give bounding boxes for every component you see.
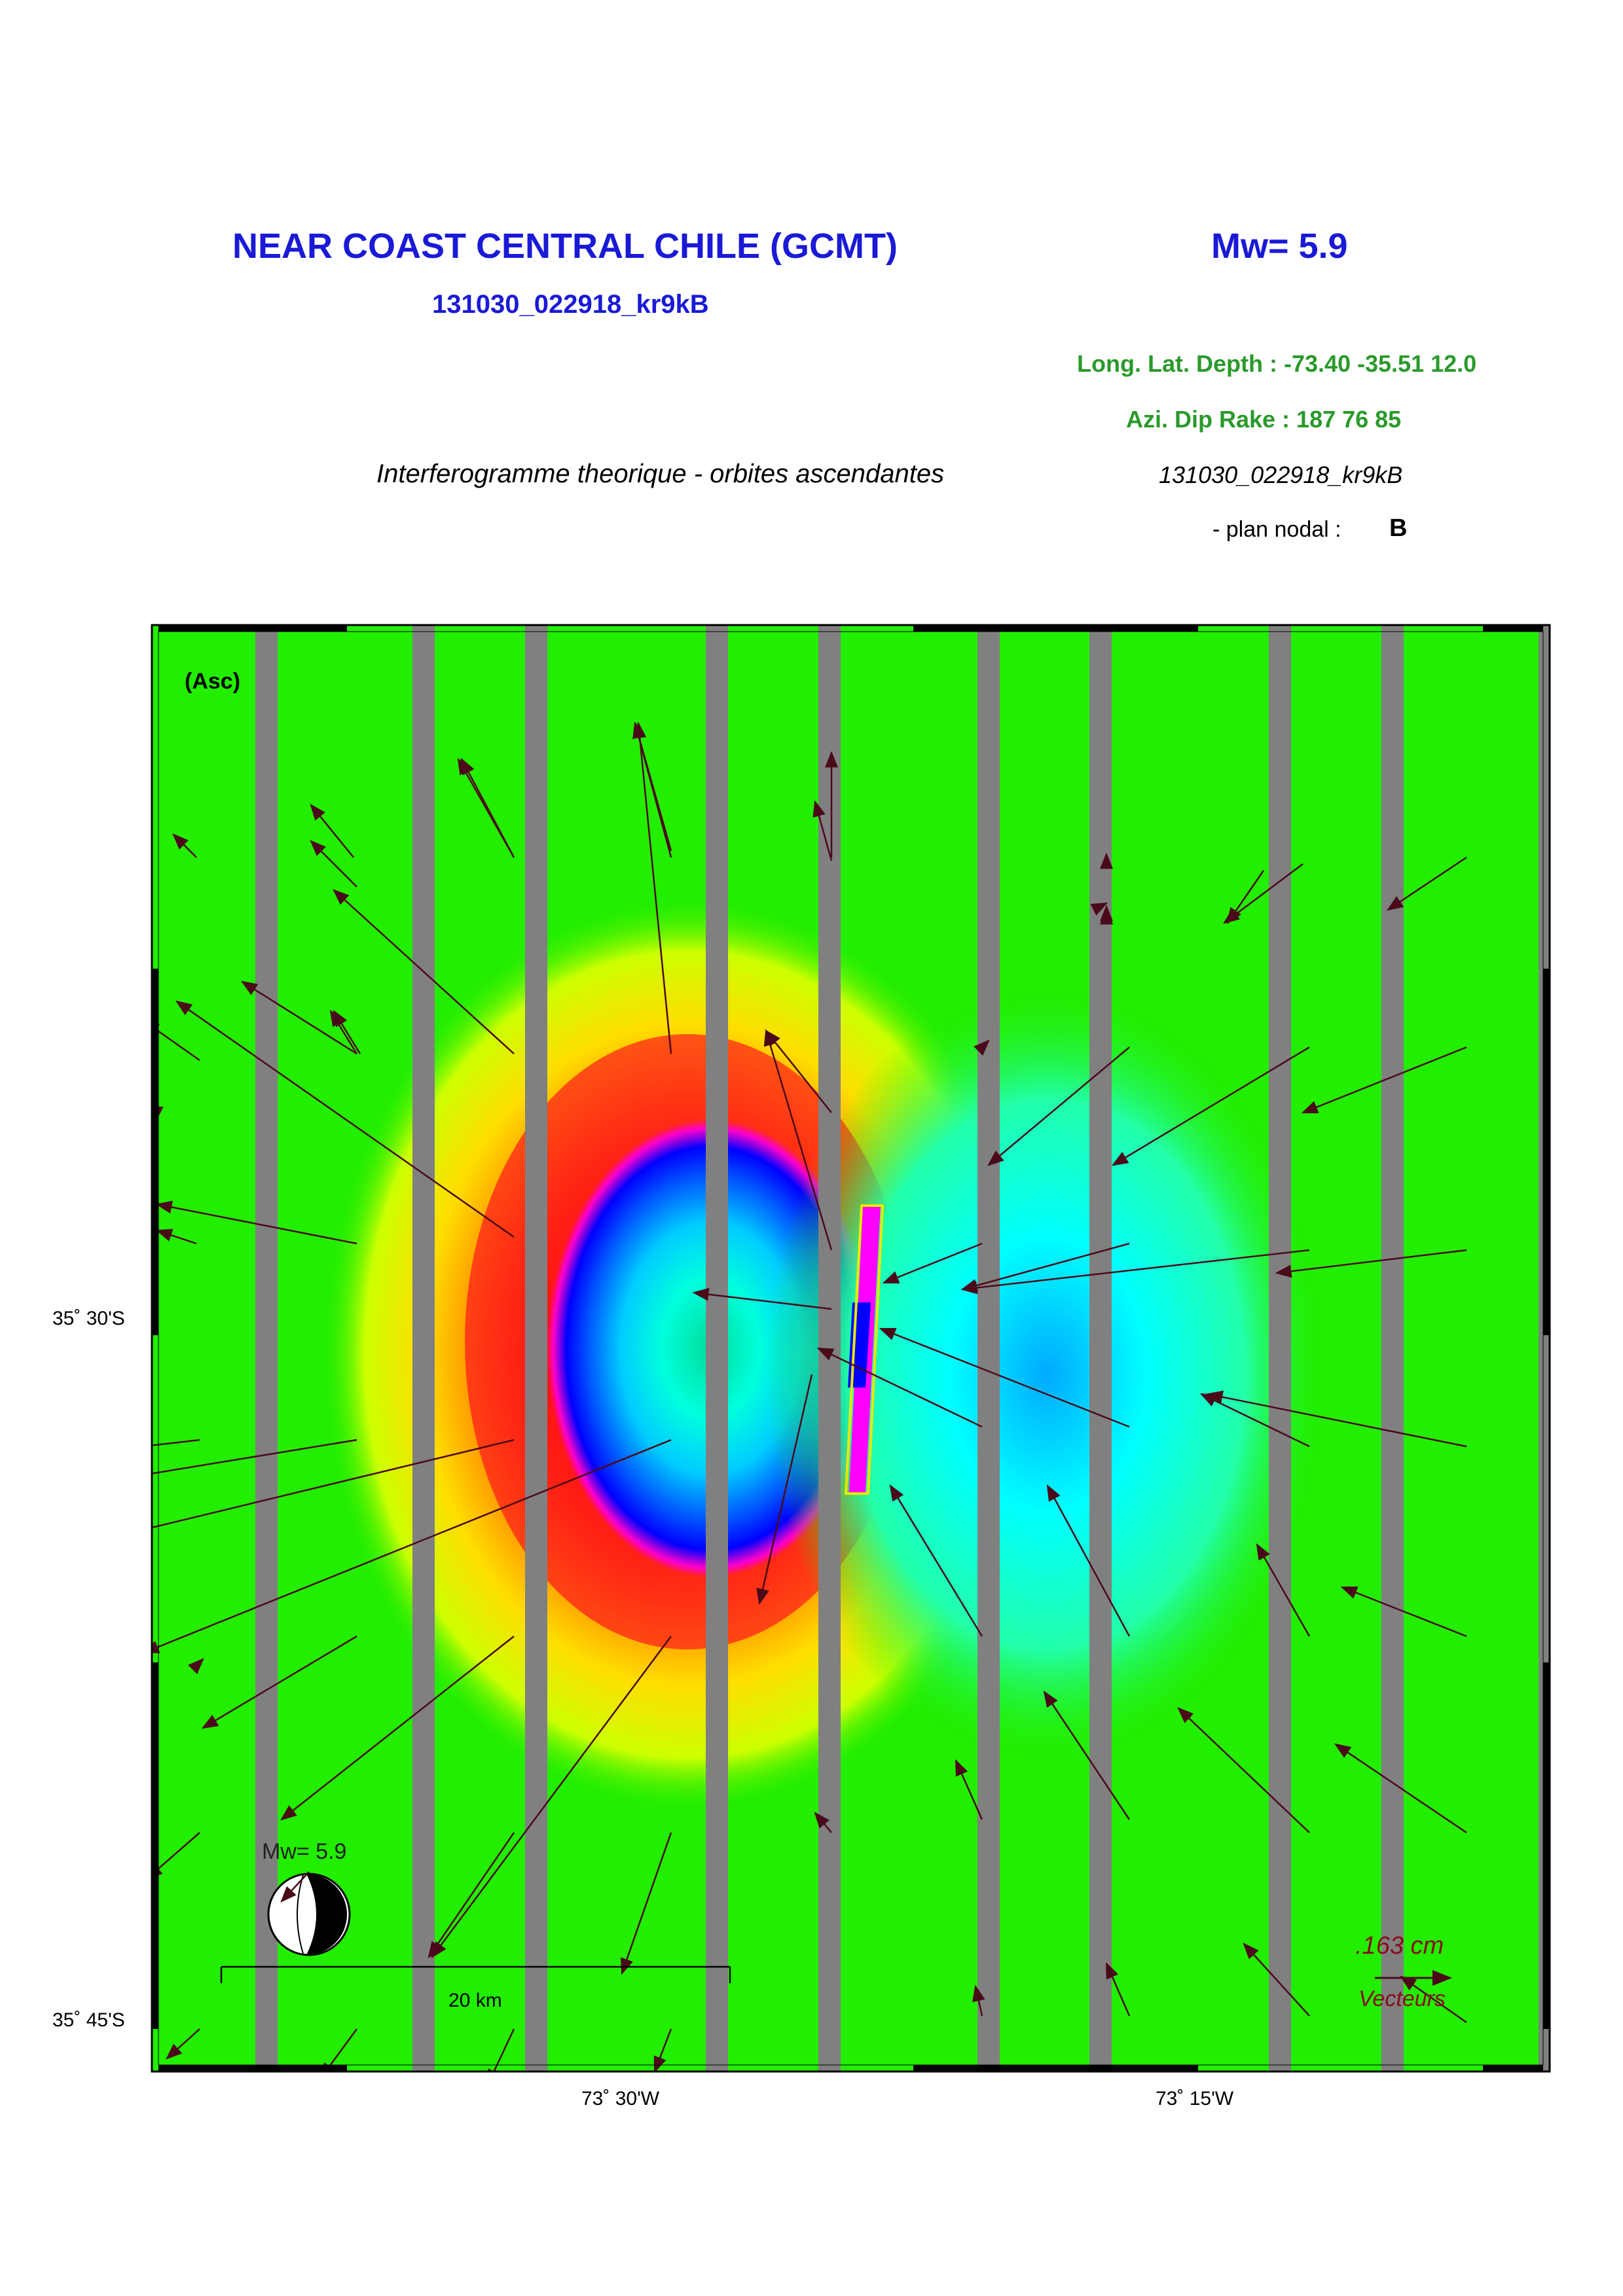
- subsidence-lobe: [766, 982, 1329, 1767]
- displacement-vector: [1256, 1543, 1311, 1637]
- displacement-vector: [974, 1039, 990, 1056]
- displacement-vector: [889, 1484, 983, 1637]
- asc-label: (Asc): [185, 669, 241, 694]
- displacement-vector: [152, 1439, 200, 1446]
- displacement-vector: [175, 1000, 515, 1238]
- beachball-label: Mw= 5.9: [262, 1839, 347, 1864]
- vector-scale-label: Vecteurs: [1359, 1986, 1446, 2011]
- displacement-vector: [879, 1327, 1130, 1428]
- lon-label-2: 73˚ 15'W: [1156, 2088, 1234, 2109]
- vector-scale-value: .163 cm: [1355, 1932, 1444, 1960]
- event-title: NEAR COAST CENTRAL CHILE (GCMT): [232, 226, 898, 266]
- displacement-vector: [633, 721, 672, 1054]
- focal-mechanism-beachball: [267, 1871, 351, 1956]
- displacement-vector: [1177, 1707, 1310, 1833]
- displacement-vector: [155, 1200, 357, 1245]
- lon-label-1: 73˚ 30'W: [581, 2088, 660, 2109]
- location-line: Long. Lat. Depth : -73.40 -35.51 12.0: [1077, 350, 1477, 377]
- displacement-vector: [457, 757, 515, 858]
- displacement-vector: [155, 1229, 197, 1245]
- displacement-vector: [1275, 1249, 1467, 1278]
- displacement-vector: [1111, 1046, 1310, 1166]
- displacement-vector: [620, 1832, 672, 1975]
- displacement-vector: [1223, 863, 1304, 924]
- nodal-plane-label: - plan nodal :: [1213, 517, 1341, 542]
- displacement-vector: [172, 833, 197, 858]
- displacement-vector: [960, 1242, 1130, 1292]
- mechanism-line: Azi. Dip Rake : 187 76 85: [1126, 406, 1402, 433]
- displacement-vector: [692, 1287, 832, 1310]
- displacement-vector: [310, 804, 354, 858]
- displacement-vector: [431, 1636, 672, 1959]
- map-frame: [151, 624, 1551, 2073]
- displacement-vector: [152, 1439, 357, 1480]
- displacement-vector: [152, 1439, 672, 1653]
- displacement-vector: [1105, 1962, 1131, 2017]
- displacement-vector: [960, 1249, 1310, 1295]
- displacement-vector: [428, 1832, 515, 1959]
- displacement-vector: [1301, 1046, 1467, 1114]
- displacement-vector: [763, 1029, 833, 1251]
- event-id-italic: 131030_022918_kr9kB: [1159, 461, 1403, 488]
- displacement-vector: [166, 2028, 200, 2060]
- displacement-vector: [653, 2028, 672, 2072]
- figure-caption: Interferogramme theorique - orbites asce…: [376, 459, 945, 488]
- lat-label-1: 35˚ 30'S: [52, 1308, 125, 1329]
- displacement-vector: [188, 1658, 204, 1674]
- displacement-vector: [1386, 856, 1467, 911]
- displacement-vector: [280, 1636, 515, 1821]
- displacement-vector: [1206, 1390, 1467, 1448]
- distance-scalebar: [220, 1965, 731, 1983]
- fault-outline: [844, 1204, 884, 1495]
- nodal-plane-value: B: [1389, 514, 1408, 542]
- displacement-vector: [329, 1009, 358, 1054]
- scalebar-label: 20 km: [448, 1990, 502, 2011]
- displacement-vector: [816, 1347, 983, 1428]
- displacement-vector: [240, 980, 357, 1055]
- displacement-vector: [814, 1812, 832, 1833]
- displacement-vector: [756, 1374, 813, 1605]
- displacement-vectors: [152, 721, 1467, 2072]
- displacement-vector: [765, 1030, 832, 1113]
- displacement-vector: [486, 2028, 515, 2072]
- displacement-vector: [1334, 1743, 1467, 1834]
- event-id: 131030_022918_kr9kB: [432, 290, 709, 319]
- displacement-vector: [955, 1759, 983, 1820]
- displacement-vector: [1046, 1484, 1131, 1637]
- displacement-vector: [333, 889, 515, 1054]
- displacement-vector: [152, 1439, 515, 1529]
- displacement-vector: [201, 1635, 357, 1729]
- lat-label-2: 35˚ 45'S: [52, 2009, 125, 2031]
- displacement-vector: [310, 840, 357, 888]
- displacement-vector: [1043, 1690, 1131, 1820]
- displacement-vector: [1340, 1586, 1467, 1638]
- displacement-vector: [972, 1984, 985, 2017]
- magnitude-title: Mw= 5.9: [1211, 226, 1348, 266]
- displacement-vector: [1243, 1943, 1310, 2017]
- displacement-vector: [987, 1047, 1130, 1166]
- displacement-vector: [812, 800, 833, 861]
- displacement-vector: [1399, 1975, 1467, 2024]
- displacement-vector: [882, 1242, 983, 1284]
